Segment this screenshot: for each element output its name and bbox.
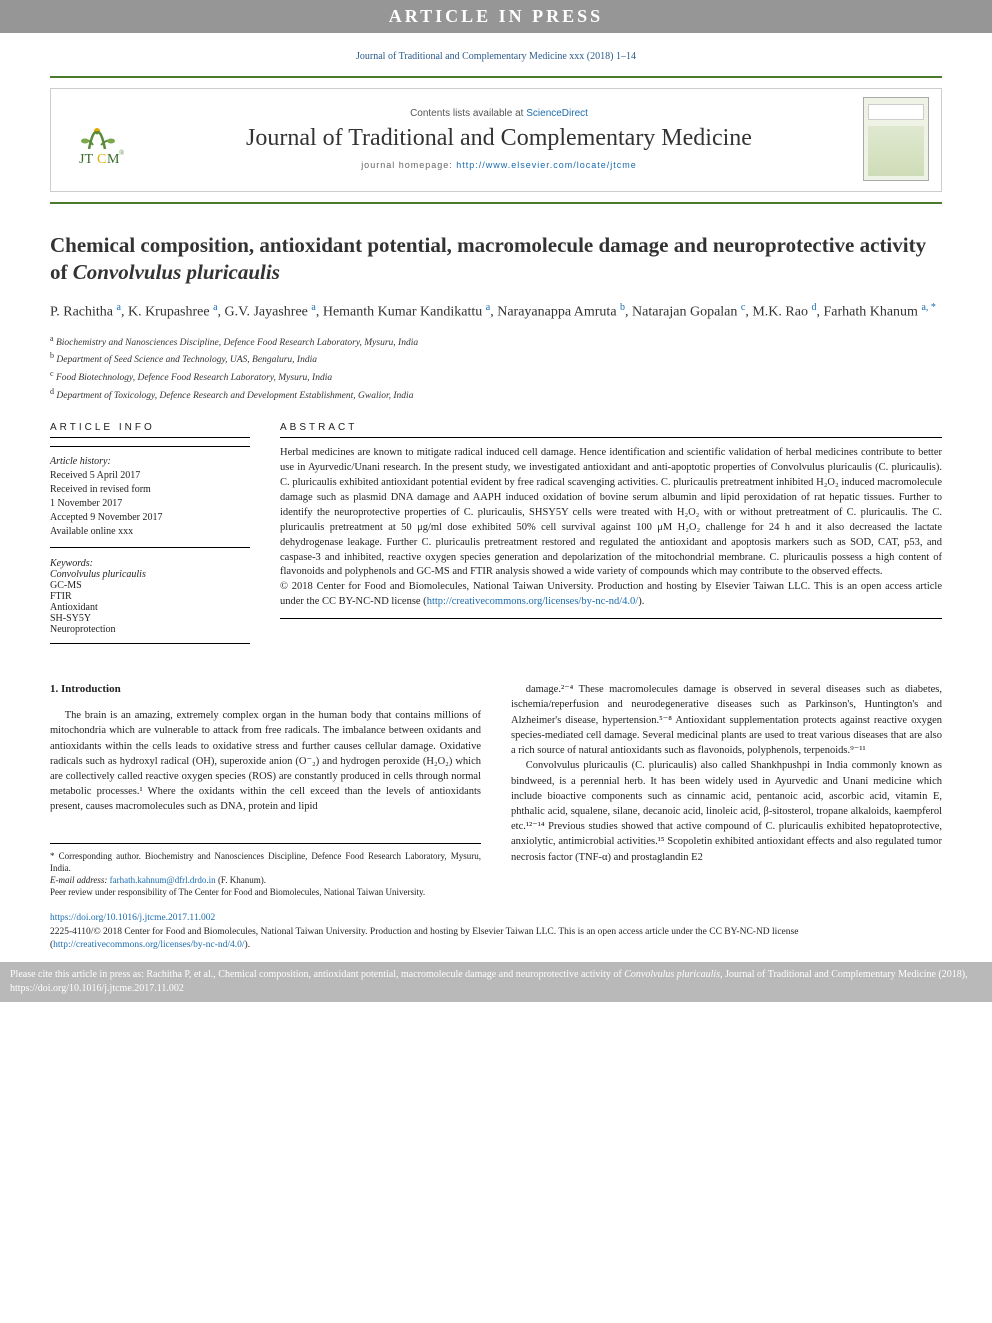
abstract-column: ABSTRACT Herbal medicines are known to m… [280,422,942,652]
masthead-inner: JT C M ® Contents lists available at Sci… [50,88,942,192]
email-link[interactable]: farhath.kahnum@dfrl.drdo.in [110,875,216,885]
abstract-text: Herbal medicines are known to mitigate r… [280,446,942,610]
cite-prefix: Please cite this article in press as: Ra… [10,969,624,980]
article-info-head: ARTICLE INFO [50,422,250,438]
body-col-left: 1. Introduction The brain is an amazing,… [50,682,481,898]
footnotes: * Corresponding author. Biochemistry and… [50,843,481,899]
history-line: Available online xxx [50,525,250,539]
svg-text:C: C [97,152,106,167]
corresponding-author: * Corresponding author. Biochemistry and… [50,850,481,874]
journal-cover-thumbnail [863,97,929,181]
keyword: Neuroprotection [50,624,250,635]
citation-box: Please cite this article in press as: Ra… [0,962,992,1002]
peer-review-note: Peer review under responsibility of The … [50,886,481,898]
intro-col2-p2: Convolvulus pluricaulis (C. pluricaulis)… [511,758,942,865]
affiliations: a Biochemistry and Nanosciences Discipli… [50,333,942,405]
license-link[interactable]: http://creativecommons.org/licenses/by-n… [427,596,639,607]
keyword: Antioxidant [50,602,250,613]
masthead: JT C M ® Contents lists available at Sci… [50,76,942,204]
abstract-body: Herbal medicines are known to mitigate r… [280,447,942,577]
svg-text:®: ® [119,149,125,157]
doi-link[interactable]: https://doi.org/10.1016/j.jtcme.2017.11.… [50,913,215,923]
affiliation: b Department of Seed Science and Technol… [50,350,942,368]
keyword: FTIR [50,591,250,602]
homepage-label: journal homepage: [361,160,456,170]
keywords-list: Convolvulus pluricaulisGC-MSFTIRAntioxid… [50,569,250,635]
journal-homepage-line: journal homepage: http://www.elsevier.co… [149,160,849,170]
journal-name: Journal of Traditional and Complementary… [149,125,849,152]
title-species: Convolvulus pluricaulis [73,260,280,284]
contents-lists-line: Contents lists available at ScienceDirec… [149,108,849,119]
doi-block: https://doi.org/10.1016/j.jtcme.2017.11.… [50,912,942,952]
affiliation: a Biochemistry and Nanosciences Discipli… [50,333,942,351]
doi-license-link[interactable]: http://creativecommons.org/licenses/by-n… [53,940,244,950]
keyword: GC-MS [50,580,250,591]
doi-close: ). [245,940,251,950]
page: ARTICLE IN PRESS Journal of Traditional … [0,0,992,1323]
keywords-label: Keywords: [50,558,250,569]
intro-head: 1. Introduction [50,682,481,698]
running-head: Journal of Traditional and Complementary… [50,51,942,62]
article-history: Article history: Received 5 April 2017Re… [50,455,250,539]
svg-text:JT: JT [79,152,93,167]
article-title: Chemical composition, antioxidant potent… [50,232,942,287]
email-paren: (F. Khanum). [216,875,266,885]
intro-p1: The brain is an amazing, extremely compl… [50,708,481,815]
history-label: Article history: [50,455,250,469]
history-line: 1 November 2017 [50,497,250,511]
affiliation: c Food Biotechnology, Defence Food Resea… [50,368,942,386]
article-in-press-banner: ARTICLE IN PRESS [0,0,992,33]
affiliation: d Department of Toxicology, Defence Rese… [50,386,942,404]
history-line: Received in revised form [50,483,250,497]
sciencedirect-link[interactable]: ScienceDirect [526,108,588,119]
history-line: Accepted 9 November 2017 [50,511,250,525]
keyword: SH-SY5Y [50,613,250,624]
article-info-column: ARTICLE INFO Article history: Received 5… [50,422,250,652]
email-label: E-mail address: [50,875,110,885]
history-line: Received 5 April 2017 [50,469,250,483]
author-list: P. Rachitha a, K. Krupashree a, G.V. Jay… [50,301,942,323]
license-close: ). [638,596,644,607]
homepage-url-link[interactable]: http://www.elsevier.com/locate/jtcme [456,160,637,170]
body-col-right: damage.²⁻⁴ These macromolecules damage i… [511,682,942,898]
email-line: E-mail address: farhath.kahnum@dfrl.drdo… [50,874,481,886]
body-columns: 1. Introduction The brain is an amazing,… [50,682,942,898]
masthead-center: Contents lists available at ScienceDirec… [149,108,849,170]
cite-species: Convolvulus pluricaulis [624,969,720,980]
keyword: Convolvulus pluricaulis [50,569,250,580]
journal-logo-icon: JT C M ® [63,103,135,175]
info-abstract-row: ARTICLE INFO Article history: Received 5… [50,422,942,652]
intro-col2-p1: damage.²⁻⁴ These macromolecules damage i… [511,682,942,758]
contents-prefix: Contents lists available at [410,108,526,119]
abstract-head: ABSTRACT [280,422,942,438]
